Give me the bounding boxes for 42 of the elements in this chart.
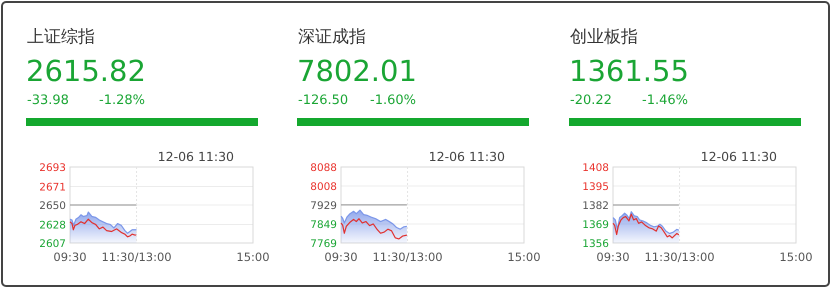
- y-tick-label: 2650: [39, 200, 66, 212]
- x-tick-label: 15:00: [236, 250, 270, 264]
- chart-title: 深证成指: [298, 27, 366, 47]
- y-tick-label: 7929: [310, 200, 337, 212]
- x-tick-label: 11:30/13:00: [372, 250, 443, 264]
- text: -20.22: [570, 93, 612, 108]
- chart-title: 上证综指: [27, 27, 95, 47]
- text: -1.46%: [642, 93, 688, 108]
- chart-subtitle: 2615.82: [26, 54, 146, 88]
- y-tick-label: 1395: [582, 181, 609, 193]
- x-tick-label: 09:30: [53, 250, 87, 264]
- x-tick-label: 09:30: [324, 250, 358, 264]
- x-tick-label: 09:30: [596, 250, 630, 264]
- y-tick-label: 1382: [582, 200, 609, 212]
- x-tick-label: 15:00: [507, 250, 541, 264]
- y-tick-label: 2671: [39, 181, 66, 194]
- text: -126.50: [298, 93, 348, 108]
- x-tick-label: 15:00: [779, 250, 813, 264]
- text: -33.98: [27, 93, 69, 108]
- line-series: [612, 214, 680, 238]
- y-tick-label: 8008: [310, 181, 337, 194]
- y-tick-label: 7769: [310, 238, 337, 250]
- text: 12-06 11:30: [158, 149, 234, 164]
- text: 12-06 11:30: [428, 149, 506, 164]
- line-series: [69, 218, 138, 238]
- y-tick-label: 7849: [310, 218, 337, 231]
- x-tick-label: 11:30/13:00: [101, 250, 172, 264]
- text: 12-06 11:30: [700, 149, 778, 164]
- y-tick-label: 1369: [582, 219, 609, 231]
- x-tick-label: 11:30/13:00: [644, 250, 715, 264]
- text: -1.60%: [370, 93, 416, 108]
- chart-subtitle: 7802.01: [297, 54, 417, 88]
- y-tick-label: 1356: [582, 238, 610, 250]
- y-tick-label: 2607: [39, 238, 66, 250]
- text: -1.28%: [99, 93, 145, 108]
- chart-title: 创业板指: [570, 27, 638, 47]
- y-tick-label: 1408: [582, 162, 609, 174]
- line-series: [340, 218, 408, 240]
- chart-subtitle: 1361.55: [569, 54, 689, 88]
- y-tick-label: 8088: [310, 162, 337, 174]
- y-tick-label: 2628: [39, 219, 66, 232]
- y-tick-label: 2693: [39, 162, 66, 174]
